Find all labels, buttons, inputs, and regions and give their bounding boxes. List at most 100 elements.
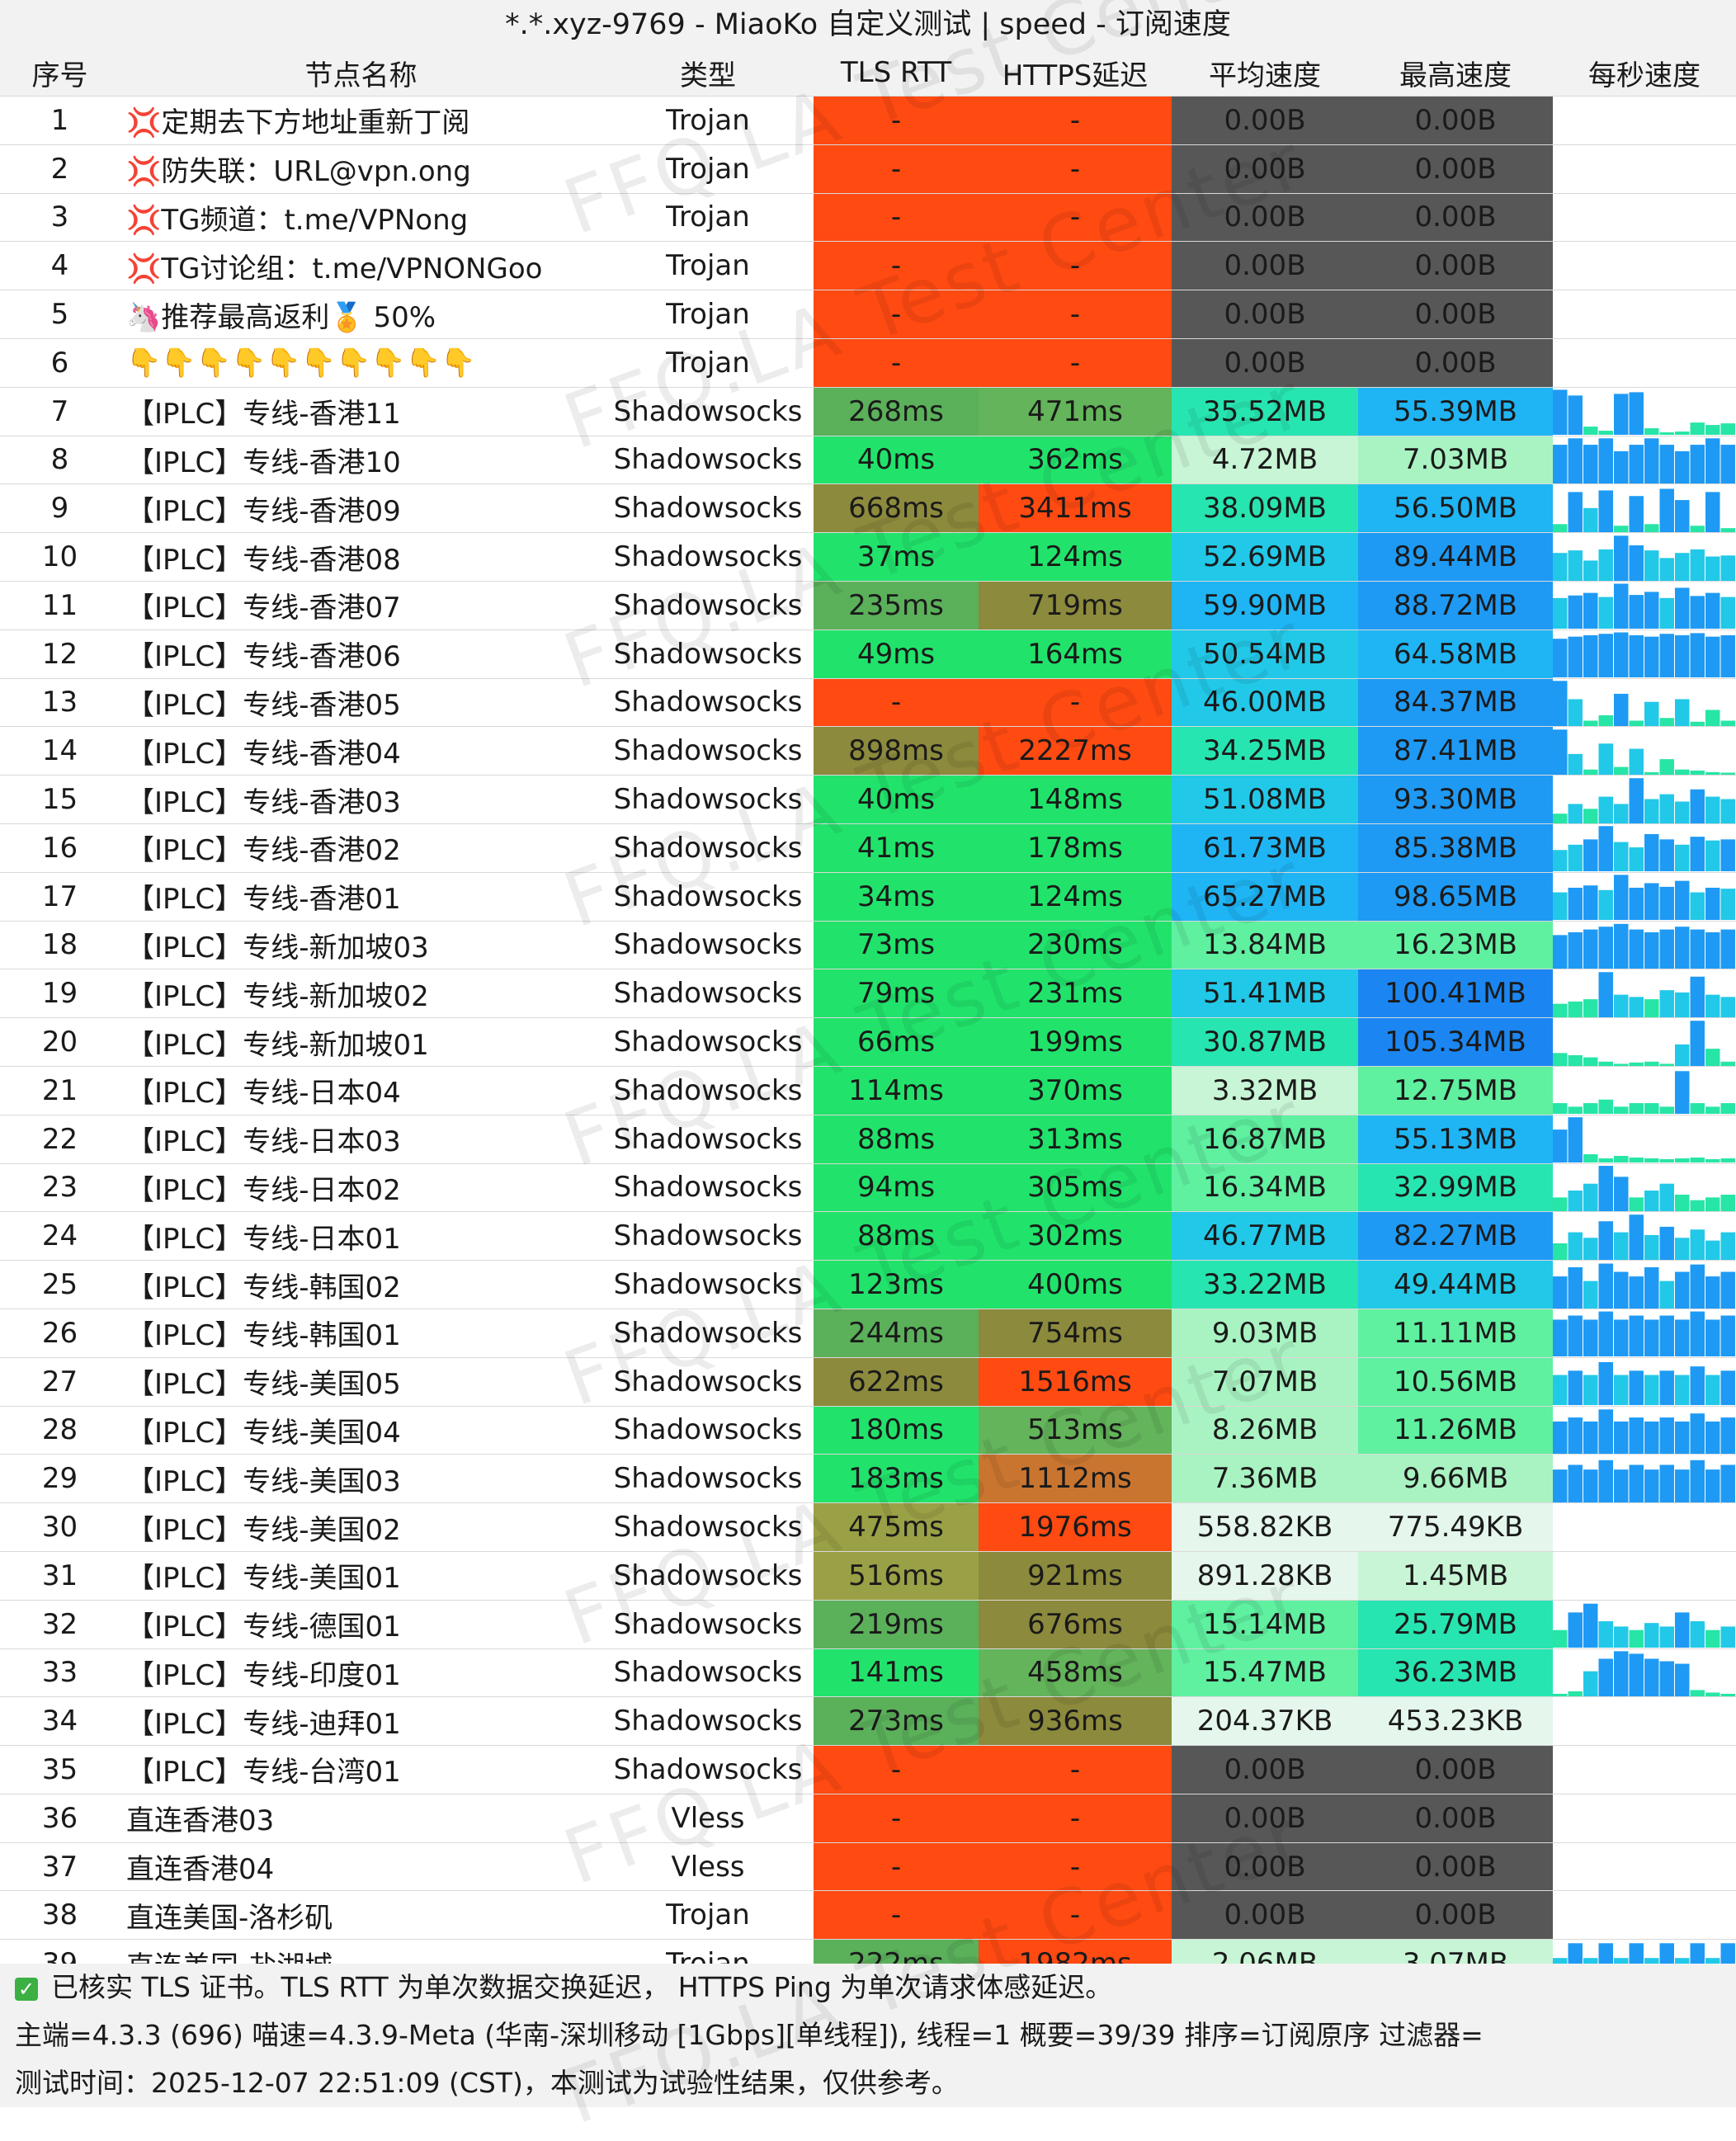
- node-type: Trojan: [602, 338, 814, 388]
- sparkline-bar: [1553, 935, 1568, 969]
- sparkline-bar: [1659, 839, 1674, 872]
- sparkline-bar: [1720, 997, 1735, 1017]
- table-row[interactable]: 33 【IPLC】专线-印度01 Shadowsocks 141ms 458ms 15.4…: [0, 1648, 1736, 1698]
- sparkline-bar: [1675, 1071, 1690, 1115]
- speed-sparkline: [1553, 826, 1735, 872]
- sparkline-bar: [1720, 1232, 1735, 1260]
- sparkline-bar: [1613, 875, 1629, 921]
- table-row[interactable]: 11 【IPLC】专线-香港07 Shadowsocks 235ms 719ms 59.9…: [0, 581, 1736, 630]
- node-type: Shadowsocks: [602, 532, 814, 582]
- node-name: 👇👇👇👇👇👇👇👇👇👇: [120, 338, 602, 388]
- sparkline-bar: [1568, 1464, 1583, 1502]
- sparkline-bar: [1690, 770, 1705, 775]
- table-row[interactable]: 9 【IPLC】专线-香港09 Shadowsocks 668ms 3411ms 38.0…: [0, 483, 1736, 534]
- header-avg-speed[interactable]: 平均速度: [1172, 50, 1358, 97]
- table-row[interactable]: 3 💢TG频道：t.me/VPNong Trojan - -0.00B 0.00B: [0, 193, 1736, 243]
- sparkline-bar: [1675, 801, 1690, 823]
- table-row[interactable]: 16 【IPLC】专线-香港02 Shadowsocks 41ms 178ms 61.73…: [0, 823, 1736, 873]
- sparkline-bar: [1568, 636, 1583, 678]
- table-row[interactable]: 8 【IPLC】专线-香港10 Shadowsocks 40ms 362ms 4.72MB…: [0, 436, 1736, 485]
- node-type: Shadowsocks: [602, 1163, 814, 1213]
- table-row[interactable]: 32 【IPLC】专线-德国01 Shadowsocks 219ms 676ms 15.1…: [0, 1600, 1736, 1649]
- table-row[interactable]: 20 【IPLC】专线-新加坡01 Shadowsocks 66ms 199ms 30.8…: [0, 1017, 1736, 1067]
- node-name: 【IPLC】专线-香港11: [120, 387, 602, 436]
- sparkline-bar: [1705, 492, 1720, 532]
- sparkline-bar: [1705, 1106, 1720, 1115]
- row-index: 25: [0, 1260, 120, 1309]
- node-name: 【IPLC】专线-新加坡01: [120, 1017, 602, 1067]
- table-row[interactable]: 35 【IPLC】专线-台湾01 Shadowsocks - -0.00B 0.00B: [0, 1745, 1736, 1794]
- https-delay-cell: 1976ms: [979, 1502, 1172, 1552]
- sparkline-bar: [1644, 1469, 1659, 1502]
- table-row[interactable]: 29 【IPLC】专线-美国03 Shadowsocks 183ms 1112ms 7.3…: [0, 1454, 1736, 1504]
- sparkline-bar: [1720, 597, 1735, 630]
- table-row[interactable]: 24 【IPLC】专线-日本01 Shadowsocks 88ms 302ms 46.77…: [0, 1211, 1736, 1261]
- table-row[interactable]: 1 💢定期去下方地址重新丁阅 Trojan - -0.00B 0.00B: [0, 96, 1736, 145]
- table-row[interactable]: 31 【IPLC】专线-美国01 Shadowsocks 516ms 921ms 891.…: [0, 1551, 1736, 1601]
- speed-sparkline: [1553, 1020, 1735, 1066]
- sparkline-bar: [1675, 499, 1690, 532]
- sparkline-bar: [1690, 892, 1705, 921]
- header-type[interactable]: 类型: [602, 50, 814, 97]
- sparkline-bar: [1690, 1366, 1705, 1406]
- table-row[interactable]: 2 💢防失联：URL@vpn.ong Trojan - -0.00B 0.00B: [0, 144, 1736, 194]
- row-index: 24: [0, 1211, 120, 1261]
- table-row[interactable]: 18 【IPLC】专线-新加坡03 Shadowsocks 73ms 230ms 13.8…: [0, 921, 1736, 970]
- table-row[interactable]: 12 【IPLC】专线-香港06 Shadowsocks 49ms 164ms 50.54…: [0, 630, 1736, 679]
- header-https-delay[interactable]: HTTPS延迟: [979, 50, 1172, 97]
- row-index: 37: [0, 1842, 120, 1892]
- table-row[interactable]: 28 【IPLC】专线-美国04 Shadowsocks 180ms 513ms 8.26…: [0, 1406, 1736, 1455]
- sparkline-bar: [1690, 1200, 1705, 1211]
- table-row[interactable]: 19 【IPLC】专线-新加坡02 Shadowsocks 79ms 231ms 51.4…: [0, 969, 1736, 1019]
- speed-sparkline: [1553, 1892, 1736, 1939]
- node-type: Vless: [602, 1842, 814, 1892]
- header-index[interactable]: 序号: [0, 50, 120, 97]
- table-row[interactable]: 6 👇👇👇👇👇👇👇👇👇👇 Trojan - -0.00B 0.00B: [0, 338, 1736, 388]
- table-row[interactable]: 15 【IPLC】专线-香港03 Shadowsocks 40ms 148ms 51.08…: [0, 775, 1736, 824]
- table-row[interactable]: 34 【IPLC】专线-迪拜01 Shadowsocks 273ms 936ms 204.…: [0, 1696, 1736, 1747]
- sparkline-bar: [1583, 1421, 1598, 1454]
- table-row[interactable]: 22 【IPLC】专线-日本03 Shadowsocks 88ms 313ms 16.87…: [0, 1115, 1736, 1164]
- table-row[interactable]: 36 直连香港03 Vless - -0.00B 0.00B: [0, 1794, 1736, 1843]
- table-row[interactable]: 21 【IPLC】专线-日本04 Shadowsocks 114ms 370ms 3.32…: [0, 1066, 1736, 1115]
- row-index: 32: [0, 1600, 120, 1649]
- max-speed-cell: 98.65MB: [1358, 872, 1553, 922]
- table-row[interactable]: 23 【IPLC】专线-日本02 Shadowsocks 94ms 305ms 16.34…: [0, 1163, 1736, 1213]
- sparkline-bar: [1629, 545, 1644, 581]
- sparkline-bar: [1553, 598, 1568, 630]
- header-per-second-speed[interactable]: 每秒速度: [1553, 50, 1736, 97]
- https-delay-cell: 936ms: [979, 1696, 1172, 1747]
- max-speed-cell: 64.58MB: [1358, 630, 1553, 679]
- speed-sparkline: [1553, 1460, 1735, 1502]
- table-row[interactable]: 30 【IPLC】专线-美国02 Shadowsocks 475ms 1976ms 558…: [0, 1502, 1736, 1552]
- table-row[interactable]: 25 【IPLC】专线-韩国02 Shadowsocks 123ms 400ms 33.2…: [0, 1260, 1736, 1309]
- table-row[interactable]: 38 直连美国-洛杉矶 Trojan - -0.00B 0.00B: [0, 1890, 1736, 1941]
- row-index: 4: [0, 241, 120, 291]
- table-row[interactable]: 7 【IPLC】专线-香港11 Shadowsocks 268ms 471ms 35.52…: [0, 387, 1736, 436]
- table-row[interactable]: 13 【IPLC】专线-香港05 Shadowsocks - -46.00MB 84.37…: [0, 678, 1736, 728]
- header-tls-rtt[interactable]: TLS RTT: [814, 50, 979, 97]
- row-index: 11: [0, 581, 120, 630]
- node-type: Shadowsocks: [602, 1211, 814, 1261]
- sparkline-bar: [1644, 1061, 1659, 1066]
- table-row[interactable]: 10 【IPLC】专线-香港08 Shadowsocks 37ms 124ms 52.69…: [0, 532, 1736, 582]
- sparkline-bar: [1720, 1061, 1735, 1066]
- table-row[interactable]: 4 💢TG讨论组：t.me/VPNONGoo Trojan - -0.00B 0.00B: [0, 241, 1736, 291]
- sparkline-bar: [1644, 1658, 1659, 1696]
- table-row[interactable]: 5 🦄推荐最高返利🏅 50% Trojan - -0.00B 0.00B: [0, 290, 1736, 339]
- header-max-speed[interactable]: 最高速度: [1358, 50, 1553, 97]
- table-row[interactable]: 14 【IPLC】专线-香港04 Shadowsocks 898ms 2227ms 34.…: [0, 726, 1736, 776]
- row-index: 13: [0, 678, 120, 728]
- table-row[interactable]: 26 【IPLC】专线-韩国01 Shadowsocks 244ms 754ms 9.03…: [0, 1309, 1736, 1358]
- tls-rtt-cell: 73ms: [814, 921, 979, 970]
- sparkline-bar: [1613, 535, 1629, 581]
- header-node-name[interactable]: 节点名称: [120, 50, 602, 97]
- sparkline-bar: [1720, 839, 1735, 872]
- sparkline-bar: [1553, 681, 1568, 726]
- per-second-speed-cell: [1553, 241, 1736, 291]
- sparkline-bar: [1629, 1653, 1644, 1696]
- sparkline-bar: [1675, 1319, 1690, 1357]
- table-row[interactable]: 17 【IPLC】专线-香港01 Shadowsocks 34ms 124ms 65.27…: [0, 872, 1736, 922]
- table-row[interactable]: 27 【IPLC】专线-美国05 Shadowsocks 622ms 1516ms 7.0…: [0, 1357, 1736, 1407]
- table-row[interactable]: 37 直连香港04 Vless - -0.00B 0.00B: [0, 1842, 1736, 1892]
